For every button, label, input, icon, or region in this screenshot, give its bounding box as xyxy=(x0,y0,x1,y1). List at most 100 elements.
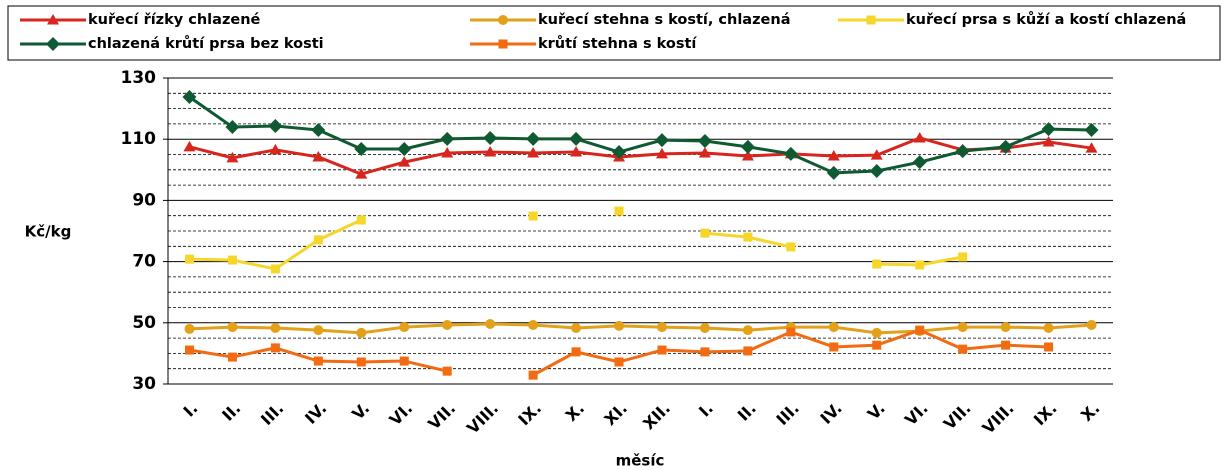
data-point xyxy=(915,260,925,270)
data-point xyxy=(269,143,282,155)
data-point xyxy=(270,323,281,334)
data-point xyxy=(356,357,366,367)
data-point xyxy=(913,131,926,143)
data-point xyxy=(399,356,409,366)
x-tick-label: IX. xyxy=(514,399,545,430)
data-point xyxy=(527,146,540,158)
data-point xyxy=(829,342,839,352)
x-tick-label: IX. xyxy=(1030,399,1061,430)
x-tick-label: V. xyxy=(348,399,373,424)
data-point xyxy=(743,346,753,356)
legend-label: chlazená krůtí prsa bez kosti xyxy=(88,35,324,52)
data-point xyxy=(312,150,325,162)
data-point xyxy=(871,327,882,338)
data-point xyxy=(872,340,882,350)
x-tick-label: VIII. xyxy=(463,399,502,438)
data-point xyxy=(869,164,884,179)
data-point xyxy=(227,255,237,265)
legend-marker xyxy=(498,15,508,25)
data-point xyxy=(485,319,496,330)
data-point xyxy=(654,133,669,148)
legend-box xyxy=(7,5,1221,61)
x-tick-label: X. xyxy=(1077,399,1103,425)
x-tick-label: XII. xyxy=(639,399,674,434)
legend-marker xyxy=(866,15,876,25)
y-tick-label: 50 xyxy=(132,313,156,333)
data-point xyxy=(783,146,798,161)
data-point xyxy=(270,264,280,274)
data-point xyxy=(355,168,368,179)
data-point xyxy=(569,131,584,146)
legend-label: krůtí stehna s kostí xyxy=(538,35,697,52)
legend-label: kuřecí řízky chlazené xyxy=(88,12,261,28)
data-point xyxy=(268,119,283,134)
y-tick-label: 70 xyxy=(132,252,156,272)
series-line xyxy=(188,95,1092,175)
data-point xyxy=(957,322,968,333)
data-point xyxy=(182,89,197,104)
x-tick-label: I. xyxy=(695,399,717,421)
data-point xyxy=(313,356,323,366)
data-point xyxy=(1041,122,1056,137)
legend-label: kuřecí prsa s kůží a kostí chlazená xyxy=(906,11,1186,28)
data-point xyxy=(184,254,194,264)
legend-marker xyxy=(47,14,59,25)
data-point xyxy=(1001,340,1011,350)
data-point xyxy=(1044,342,1054,352)
data-point xyxy=(1085,142,1098,153)
series-line xyxy=(189,136,1092,176)
data-point xyxy=(398,156,411,167)
data-point xyxy=(571,347,581,357)
y-axis-label: Kč/kg xyxy=(25,223,72,241)
data-point xyxy=(656,322,667,333)
data-point xyxy=(786,242,796,252)
data-point xyxy=(225,119,240,134)
data-point xyxy=(912,155,927,170)
data-point xyxy=(955,144,970,159)
data-point xyxy=(826,165,841,180)
data-point xyxy=(700,347,710,357)
data-point xyxy=(484,146,497,157)
data-point xyxy=(442,366,452,376)
data-point xyxy=(700,228,710,238)
data-point xyxy=(184,323,195,334)
data-point xyxy=(1084,123,1099,138)
data-point xyxy=(742,325,753,336)
data-point xyxy=(1086,319,1097,330)
data-point xyxy=(699,323,710,334)
x-tick-label: IV. xyxy=(817,399,846,428)
data-point xyxy=(655,147,668,159)
data-point xyxy=(698,146,711,158)
legend-marker xyxy=(498,39,508,49)
data-point xyxy=(183,140,196,152)
data-point xyxy=(741,150,754,161)
data-point xyxy=(870,149,883,160)
y-tick-label: 30 xyxy=(132,374,156,394)
data-point xyxy=(1042,135,1055,147)
x-tick-label: IV. xyxy=(301,399,330,428)
data-point xyxy=(397,141,412,156)
data-point xyxy=(311,123,326,138)
data-point xyxy=(528,370,538,380)
data-point xyxy=(657,345,667,355)
x-tick-label: X. xyxy=(562,399,588,425)
data-point xyxy=(356,215,366,225)
data-point xyxy=(1043,323,1054,334)
data-point xyxy=(740,139,755,154)
data-point xyxy=(614,357,624,367)
data-point xyxy=(313,235,323,245)
data-point xyxy=(614,206,624,216)
data-point xyxy=(226,151,239,163)
data-point xyxy=(570,146,583,157)
data-point xyxy=(828,322,839,333)
data-point xyxy=(227,352,237,362)
x-tick-label: II. xyxy=(734,399,760,425)
data-point xyxy=(313,325,324,336)
y-tick-label: 130 xyxy=(121,68,157,88)
x-tick-label: III. xyxy=(772,399,802,429)
data-point xyxy=(827,150,840,161)
data-point xyxy=(528,319,539,330)
x-tick-label: II. xyxy=(218,399,244,425)
data-point xyxy=(528,211,538,221)
data-point xyxy=(399,322,410,333)
